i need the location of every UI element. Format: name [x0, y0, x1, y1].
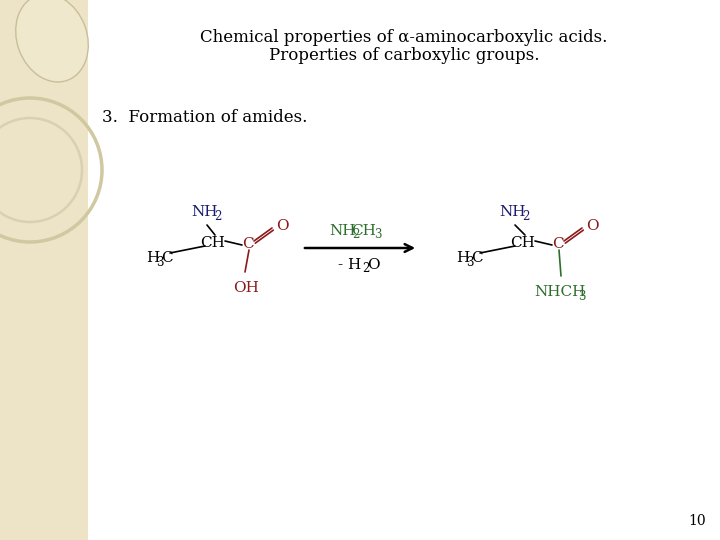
Text: C: C	[552, 237, 564, 251]
Text: 2: 2	[522, 210, 530, 222]
Text: O: O	[585, 219, 598, 233]
Text: C: C	[471, 251, 483, 265]
Text: C: C	[242, 237, 254, 251]
Text: C: C	[161, 251, 173, 265]
Text: O: O	[366, 258, 379, 272]
Text: Chemical properties of α-aminocarboxylic acids.: Chemical properties of α-aminocarboxylic…	[200, 30, 608, 46]
Text: OH: OH	[233, 281, 259, 295]
Text: 2: 2	[352, 228, 360, 241]
Ellipse shape	[16, 0, 89, 82]
Text: NH: NH	[192, 205, 218, 219]
Text: H: H	[146, 251, 160, 265]
Bar	[0, 0, 88, 540]
Text: 3: 3	[467, 255, 474, 268]
Text: 2: 2	[215, 210, 222, 222]
Text: H: H	[456, 251, 469, 265]
Text: 3: 3	[374, 228, 382, 241]
Text: 3.  Formation of amides.: 3. Formation of amides.	[102, 109, 307, 125]
Text: Properties of carboxylic groups.: Properties of carboxylic groups.	[269, 48, 539, 64]
Text: - H: - H	[338, 258, 361, 272]
Text: NH: NH	[500, 205, 526, 219]
Text: CH: CH	[201, 236, 225, 250]
Text: 3: 3	[156, 255, 163, 268]
Text: 10: 10	[688, 514, 706, 528]
Text: NH: NH	[329, 224, 355, 238]
Text: 2: 2	[362, 262, 369, 275]
Text: O: O	[276, 219, 288, 233]
Text: CH: CH	[510, 236, 536, 250]
Text: CH: CH	[351, 224, 377, 238]
Text: 3: 3	[578, 289, 586, 302]
Text: NHCH: NHCH	[534, 285, 585, 299]
